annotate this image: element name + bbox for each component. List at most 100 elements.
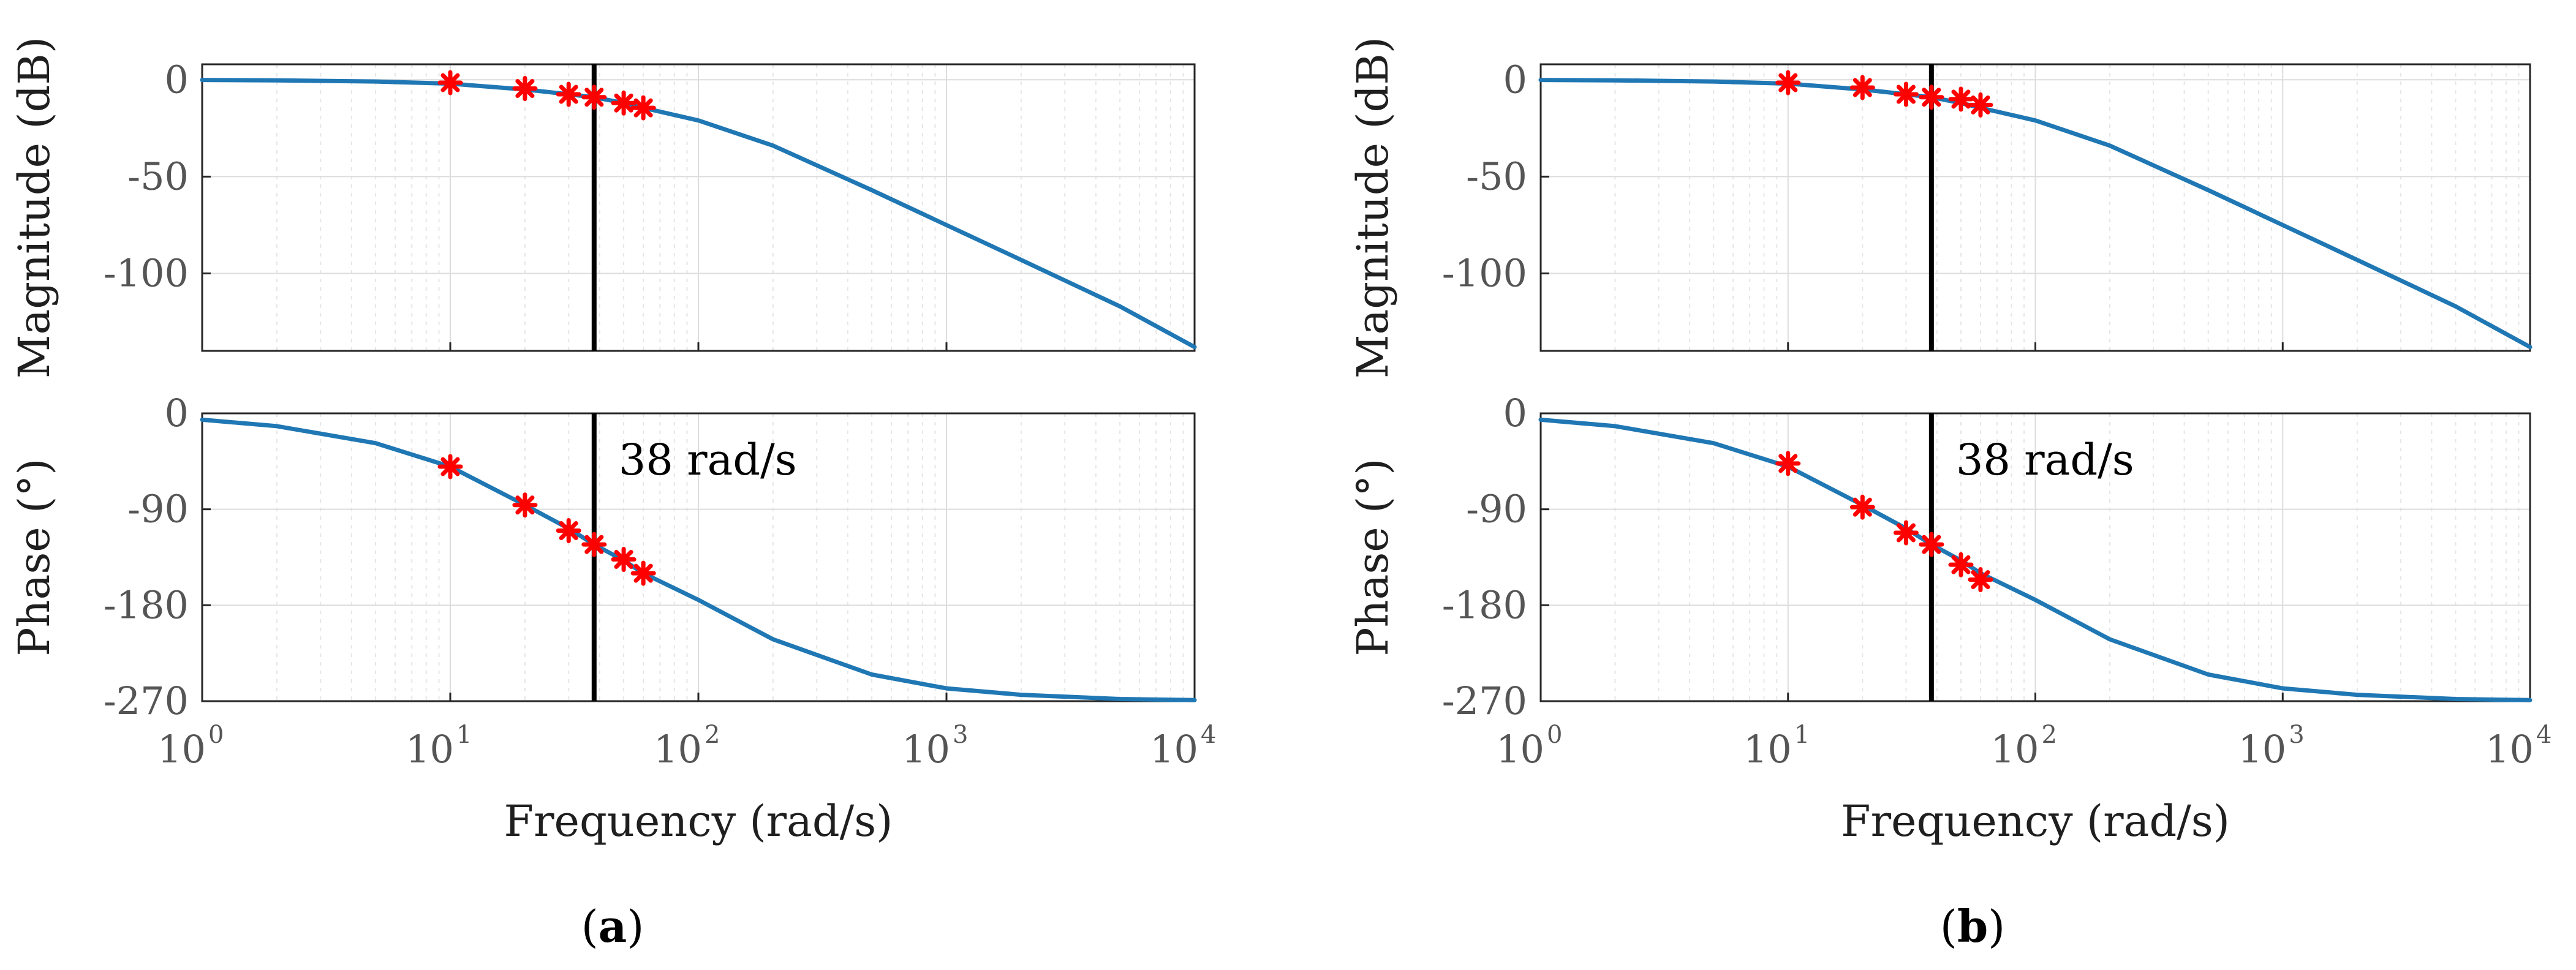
- x-tick-base: 10: [1991, 727, 2039, 772]
- panel-letter: b: [1957, 900, 1988, 952]
- y-tick-label: -90: [1466, 487, 1527, 532]
- x-tick-exponent: 2: [2042, 721, 2057, 749]
- measured-marker: [1948, 86, 1974, 112]
- chart-panel-b: 0 -50 -100 Magnitude (dB) 0 -90 -180 -270 Phase …: [1348, 37, 2551, 952]
- measured-marker: [630, 560, 656, 586]
- measured-marker: [512, 492, 538, 518]
- marker-stroke: [633, 98, 653, 118]
- axes-frame: [201, 63, 1196, 352]
- marker-stroke: [1778, 73, 1798, 92]
- measured-marker: [1968, 567, 1993, 593]
- marker-stroke: [1951, 555, 1971, 574]
- marker-stroke: [1971, 570, 1990, 590]
- y-tick-label: -180: [1442, 582, 1527, 627]
- crossover-annotation: 38 rad/s: [1956, 435, 2134, 485]
- magnitude-plot: 0 -50 -100 Magnitude (dB): [1348, 37, 2533, 378]
- x-tick-base: 10: [2238, 727, 2286, 772]
- marker-stroke: [1853, 497, 1872, 517]
- measured-marker: [1893, 520, 1919, 546]
- x-tick-label: 10 0: [157, 721, 224, 772]
- x-tick-label: 10 1: [406, 721, 472, 772]
- marker-stroke: [1896, 523, 1916, 543]
- y-tick-label: -100: [104, 251, 189, 296]
- marker-stroke: [559, 521, 578, 541]
- phase-axis-label: Phase (°): [9, 458, 59, 656]
- crossover-annotation: 38 rad/s: [619, 435, 797, 485]
- measured-marker: [556, 81, 581, 107]
- measured-marker: [1948, 552, 1974, 577]
- y-tick-label: -90: [127, 487, 189, 532]
- marker-stroke: [1951, 89, 1971, 109]
- measured-marker: [581, 85, 607, 110]
- x-tick-exponent: 4: [1201, 721, 1216, 749]
- x-tick-exponent: 4: [2536, 721, 2551, 749]
- measured-marker: [556, 517, 581, 543]
- measured-marker: [512, 76, 538, 102]
- x-tick-label: 10 2: [654, 721, 720, 772]
- response-curve: [200, 417, 1197, 702]
- marker-stroke: [584, 535, 604, 554]
- panel-caption: (a): [581, 900, 644, 952]
- y-tick-label: 0: [1503, 391, 1527, 435]
- x-tick-label: 10 4: [2485, 721, 2551, 772]
- x-tick-exponent: 3: [953, 721, 968, 749]
- x-tick-base: 10: [157, 727, 206, 772]
- marker-stroke: [559, 85, 578, 104]
- marker-stroke: [440, 73, 460, 92]
- x-tick-base: 10: [902, 727, 950, 772]
- measured-marker: [581, 532, 607, 557]
- y-tick-label: -50: [1466, 154, 1527, 198]
- marker-stroke: [440, 457, 460, 476]
- chart-panel-a: 0 -50 -100 Magnitude (dB) 0 -90 -180 -270 Phase …: [9, 37, 1216, 952]
- measured-marker: [1775, 451, 1801, 476]
- measured-marker: [437, 70, 463, 96]
- x-tick-label: 10 1: [1743, 721, 1810, 772]
- x-tick-base: 10: [2485, 727, 2534, 772]
- magnitude-plot: 0 -50 -100 Magnitude (dB): [9, 37, 1197, 378]
- x-tick-base: 10: [1743, 727, 1792, 772]
- y-tick-label: 0: [1503, 57, 1527, 102]
- phase-axis-label: Phase (°): [1348, 458, 1398, 656]
- marker-stroke: [1922, 88, 1941, 107]
- x-tick-base: 10: [1496, 727, 1544, 772]
- axes-frame: [1539, 63, 2531, 352]
- y-tick-label: 0: [165, 57, 189, 102]
- marker-stroke: [633, 563, 653, 583]
- y-tick-label: -50: [127, 154, 189, 198]
- x-tick-exponent: 1: [456, 721, 472, 749]
- x-tick-exponent: 0: [208, 721, 224, 749]
- magnitude-axis-label: Magnitude (dB): [9, 37, 59, 378]
- axes-frame: [1539, 412, 2531, 702]
- marker-stroke: [584, 88, 604, 107]
- marker-stroke: [515, 79, 535, 99]
- measured-marker: [611, 546, 636, 572]
- y-tick-label: -270: [1442, 679, 1527, 723]
- response-curve: [200, 78, 1197, 350]
- panel-letter: a: [599, 900, 627, 952]
- measured-marker: [437, 454, 463, 479]
- measured-marker: [1893, 81, 1919, 107]
- x-tick-label: 10 0: [1496, 721, 1562, 772]
- frequency-axis-label: Frequency (rad/s): [504, 796, 893, 846]
- measured-marker: [1849, 494, 1875, 520]
- frequency-axis-label: Frequency (rad/s): [1841, 796, 2230, 846]
- measured-marker: [611, 90, 636, 116]
- marker-stroke: [614, 549, 633, 570]
- marker-stroke: [1922, 535, 1941, 554]
- x-tick-exponent: 0: [1547, 721, 1562, 749]
- marker-stroke: [1778, 454, 1798, 473]
- measured-marker: [1919, 85, 1944, 110]
- axes-frame: [201, 412, 1196, 702]
- marker-stroke: [614, 93, 633, 113]
- measured-marker: [630, 95, 656, 121]
- marker-stroke: [1971, 95, 1990, 115]
- marker-stroke: [515, 495, 535, 515]
- y-tick-label: 0: [165, 391, 189, 435]
- magnitude-axis-label: Magnitude (dB): [1348, 37, 1398, 378]
- marker-stroke: [1853, 78, 1872, 97]
- x-tick-base: 10: [406, 727, 454, 772]
- x-tick-label: 10 4: [1150, 721, 1216, 772]
